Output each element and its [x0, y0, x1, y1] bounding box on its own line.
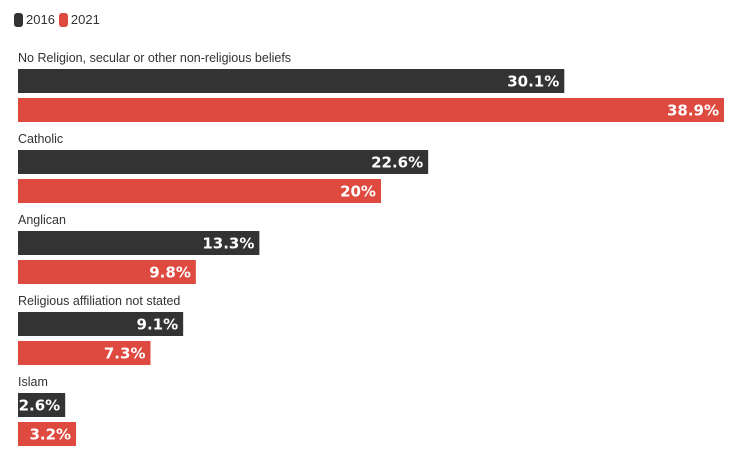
bar-value-label: 38.9%: [667, 102, 719, 120]
bar-value-label: 2.6%: [19, 397, 61, 415]
bar-2016[interactable]: [18, 312, 184, 336]
bar-2016[interactable]: [18, 69, 565, 93]
bar-2021[interactable]: [18, 422, 77, 446]
legend-label: 2016: [26, 12, 55, 27]
bar-value-label: 22.6%: [371, 154, 423, 172]
bar-value-label: 7.3%: [104, 345, 146, 363]
legend-swatch: [58, 13, 68, 27]
legend-label: 2021: [70, 12, 100, 27]
bar-value-label: 3.2%: [29, 426, 71, 444]
bar-2021[interactable]: [18, 341, 151, 365]
category-label: No Religion, secular or other non-religi…: [18, 51, 291, 65]
legend-item-2021[interactable]: 2021: [58, 12, 100, 28]
bar-2016[interactable]: [18, 231, 260, 255]
bar-2016[interactable]: [18, 150, 429, 174]
bar-2016[interactable]: [18, 393, 66, 417]
bar-value-label: 20%: [340, 183, 376, 201]
bar-value-label: 30.1%: [507, 73, 559, 91]
category-label: Catholic: [18, 132, 63, 146]
bar-2021[interactable]: [18, 98, 724, 122]
bar-value-label: 9.8%: [149, 264, 191, 282]
category-label: Anglican: [18, 213, 66, 227]
legend-item-2016[interactable]: 2016: [14, 12, 55, 28]
bar-value-label: 13.3%: [202, 235, 254, 253]
bar-2021[interactable]: [18, 260, 196, 284]
legend: 2016 2021: [14, 12, 104, 28]
bar-2021[interactable]: [18, 179, 381, 203]
category-label: Islam: [18, 375, 48, 389]
legend-swatch: [14, 13, 23, 27]
category-label: Religious affiliation not stated: [18, 294, 180, 308]
bar-value-label: 9.1%: [137, 316, 179, 334]
